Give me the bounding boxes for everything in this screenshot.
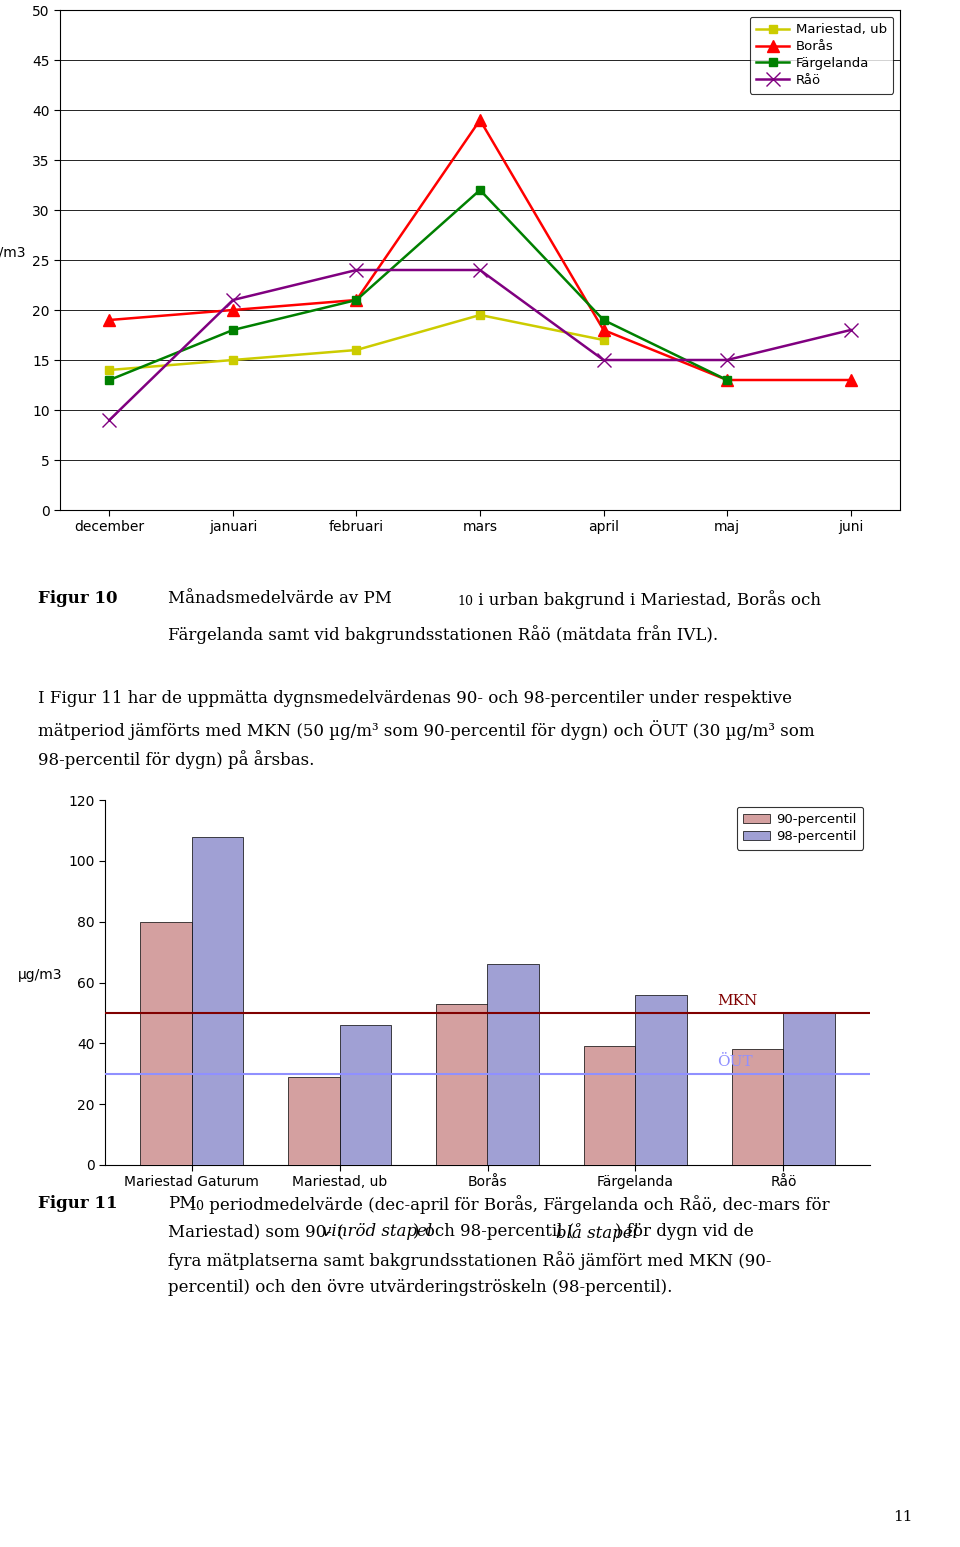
Borås: [104, 311, 115, 330]
Borås: [721, 371, 732, 390]
Text: Mariestad) som 90- (: Mariestad) som 90- (: [168, 1224, 344, 1241]
Bar: [140, 922, 192, 1165]
Råö: [474, 261, 486, 280]
Text: 10: 10: [188, 1199, 204, 1213]
Färgelanda: [350, 291, 362, 309]
Legend: Mariestad, ub, Borås, Färgelanda, Råö: Mariestad, ub, Borås, Färgelanda, Råö: [750, 17, 894, 94]
Råö: [845, 320, 856, 339]
Text: i urban bakgrund i Mariestad, Borås och: i urban bakgrund i Mariestad, Borås och: [473, 589, 821, 610]
Bar: [488, 964, 540, 1165]
Färgelanda: [598, 311, 610, 330]
Y-axis label: µg/m3: µg/m3: [0, 246, 27, 260]
Text: periodmedelvärde (dec-april för Borås, Färgelanda och Råö, dec-mars för: periodmedelvärde (dec-april för Borås, F…: [204, 1194, 829, 1214]
Line: Mariestad, ub: Mariestad, ub: [106, 311, 608, 374]
Borås: [845, 371, 856, 390]
Färgelanda: [721, 371, 732, 390]
Bar: [783, 1013, 835, 1165]
Text: 98-percentil för dygn) på årsbas.: 98-percentil för dygn) på årsbas.: [38, 750, 315, 769]
Mariestad, ub: [104, 360, 115, 379]
Mariestad, ub: [228, 351, 239, 370]
Text: PM: PM: [168, 1194, 197, 1211]
Färgelanda: [228, 320, 239, 339]
Text: 11: 11: [893, 1510, 912, 1524]
Text: fyra mätplatserna samt bakgrundsstationen Råö jämfört med MKN (90-: fyra mätplatserna samt bakgrundsstatione…: [168, 1252, 772, 1270]
Text: mätperiod jämförts med MKN (50 µg/m³ som 90-percentil för dygn) och ÖUT (30 µg/m: mätperiod jämförts med MKN (50 µg/m³ som…: [38, 719, 815, 739]
Färgelanda: [104, 371, 115, 390]
Text: 10: 10: [457, 594, 473, 608]
Borås: [598, 320, 610, 339]
Råö: [350, 261, 362, 280]
Färgelanda: [474, 181, 486, 200]
Råö: [721, 351, 732, 370]
Råö: [598, 351, 610, 370]
Line: Färgelanda: Färgelanda: [106, 186, 732, 384]
Bar: [636, 995, 687, 1165]
Text: Figur 10: Figur 10: [38, 589, 118, 606]
Y-axis label: µg/m3: µg/m3: [18, 968, 62, 982]
Text: Månadsmedelvärde av PM: Månadsmedelvärde av PM: [168, 589, 392, 606]
Text: vinröd stapel: vinröd stapel: [322, 1224, 432, 1241]
Borås: [474, 111, 486, 130]
Mariestad, ub: [598, 331, 610, 350]
Bar: [288, 1077, 340, 1165]
Line: Råö: Råö: [103, 263, 857, 427]
Text: ) för dygn vid de: ) för dygn vid de: [615, 1224, 755, 1241]
Text: ÖUT: ÖUT: [717, 1055, 753, 1069]
Bar: [192, 837, 243, 1165]
Bar: [732, 1049, 783, 1165]
Text: I Figur 11 har de uppmätta dygnsmedelvärdenas 90- och 98-percentiler under respe: I Figur 11 har de uppmätta dygnsmedelvär…: [38, 690, 792, 707]
Legend: 90-percentil, 98-percentil: 90-percentil, 98-percentil: [737, 806, 863, 849]
Bar: [436, 1004, 488, 1165]
Text: blå stapel: blå stapel: [556, 1224, 637, 1242]
Råö: [228, 291, 239, 309]
Bar: [584, 1046, 636, 1165]
Råö: [104, 410, 115, 429]
Text: ) och 98-percentil (: ) och 98-percentil (: [413, 1224, 574, 1241]
Text: percentil) och den övre utvärderingströskeln (98-percentil).: percentil) och den övre utvärderingströs…: [168, 1279, 672, 1296]
Mariestad, ub: [350, 340, 362, 359]
Line: Borås: Borås: [104, 114, 856, 385]
Text: Figur 11: Figur 11: [38, 1194, 118, 1211]
Text: MKN: MKN: [717, 995, 757, 1009]
Borås: [228, 300, 239, 319]
Mariestad, ub: [474, 306, 486, 325]
Text: Färgelanda samt vid bakgrundsstationen Råö (mätdata från IVL).: Färgelanda samt vid bakgrundsstationen R…: [168, 625, 718, 644]
Bar: [340, 1026, 392, 1165]
Borås: [350, 291, 362, 309]
